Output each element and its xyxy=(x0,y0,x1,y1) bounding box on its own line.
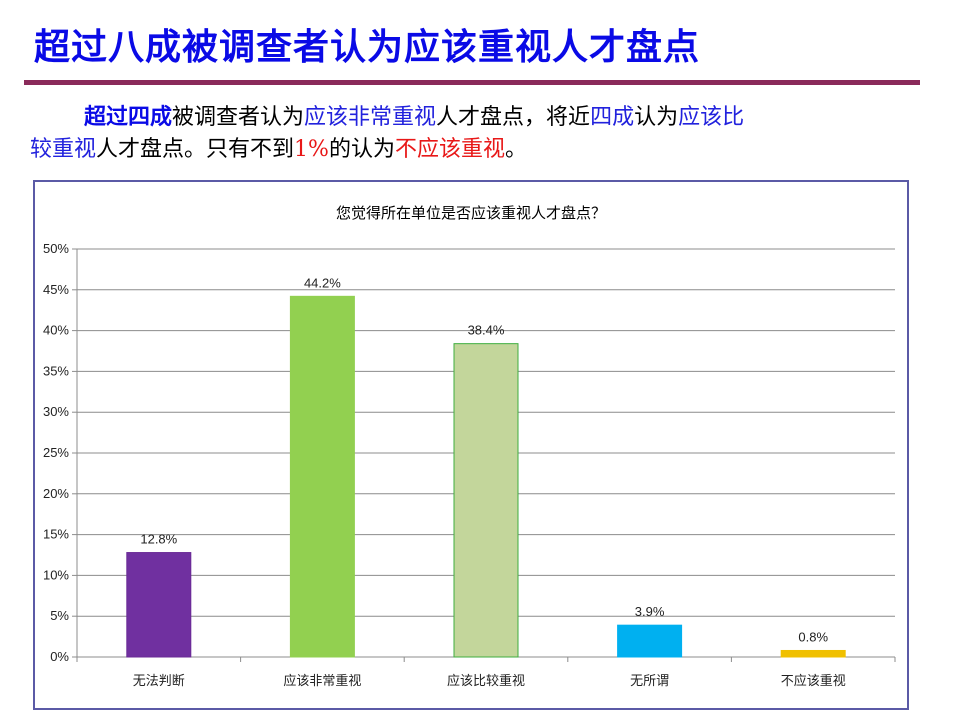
summary-highlight-not-important: 不应该重视 xyxy=(394,137,505,162)
bar-chart: 您觉得所在单位是否应该重视人才盘点？ 0% 5% 10% 15% 20% 25% 30% 35… xyxy=(43,204,896,689)
summary-highlight-fairly-cont: 较重视 xyxy=(30,137,97,162)
data-label: 3.9% xyxy=(635,604,665,619)
y-tick-label: 0% xyxy=(50,649,69,664)
summary-text-segment: 人才盘点。只有不到 xyxy=(96,137,295,162)
summary-text-segment: 的认为 xyxy=(328,137,395,162)
x-category-label: 不应该重视 xyxy=(781,673,846,689)
labels: 0% 5% 10% 15% 20% 25% 30% 35% 40% 45% 50% 12.8% 无法判断… xyxy=(43,241,846,689)
summary-text: 超过四成被调查者认为应该非常重视人才盘点，将近四成认为应该比 较重视人才盘点。只… xyxy=(30,102,910,166)
bar xyxy=(780,649,846,658)
summary-highlight-very-important: 应该非常重视 xyxy=(304,105,437,130)
bars xyxy=(126,295,846,658)
summary-text-segment: 。 xyxy=(504,137,527,162)
summary-text-segment: 认为 xyxy=(634,105,679,130)
chart-frame: 您觉得所在单位是否应该重视人才盘点？ 0% 5% 10% 15% 20% 25% 30% 35… xyxy=(33,180,909,710)
y-tick-label: 10% xyxy=(43,567,69,582)
y-tick-label: 30% xyxy=(43,404,69,419)
summary-highlight-fairly: 应该比 xyxy=(678,105,745,130)
chart-title: 您觉得所在单位是否应该重视人才盘点？ xyxy=(336,204,606,222)
y-tick-label: 35% xyxy=(43,363,69,378)
y-tick-label: 25% xyxy=(43,445,69,460)
x-category-label: 无法判断 xyxy=(133,674,185,689)
summary-text-segment: 被调查者认为 xyxy=(172,105,305,130)
summary-line-2: 较重视人才盘点。只有不到1%的认为不应该重视。 xyxy=(30,134,910,166)
y-tick-label: 40% xyxy=(43,323,69,338)
summary-text-segment: 人才盘点，将近 xyxy=(436,105,591,130)
summary-highlight-nearly-40: 四成 xyxy=(590,105,635,130)
data-label: 12.8% xyxy=(140,532,177,547)
y-tick-label: 15% xyxy=(43,527,69,542)
bar xyxy=(453,343,519,658)
y-tick-label: 5% xyxy=(50,608,69,623)
y-tick-label: 45% xyxy=(43,282,69,297)
summary-highlight-one-percent: 1% xyxy=(294,137,329,162)
data-label: 0.8% xyxy=(798,629,828,644)
y-tick-label: 50% xyxy=(43,241,69,256)
y-tick-label: 20% xyxy=(43,486,69,501)
bar xyxy=(617,624,683,658)
bar xyxy=(289,295,355,658)
x-category-label: 无所谓 xyxy=(630,674,669,689)
data-label: 38.4% xyxy=(468,323,505,338)
x-category-label: 应该非常重视 xyxy=(283,673,361,689)
data-label: 44.2% xyxy=(304,275,341,290)
x-category-label: 应该比较重视 xyxy=(447,673,525,689)
summary-line-1: 超过四成被调查者认为应该非常重视人才盘点，将近四成认为应该比 xyxy=(30,102,910,134)
title-divider xyxy=(24,80,920,85)
summary-highlight-over-40: 超过四成 xyxy=(84,105,173,130)
slide-title: 超过八成被调查者认为应该重视人才盘点 xyxy=(34,27,701,68)
bar xyxy=(126,552,192,658)
